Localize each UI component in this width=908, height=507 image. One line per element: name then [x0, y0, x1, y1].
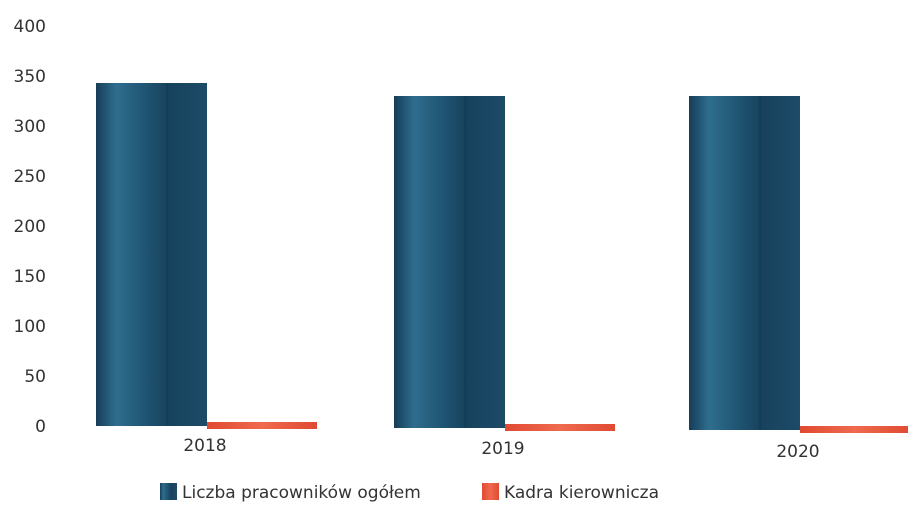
- y-tick-label: 250: [14, 167, 46, 187]
- legend-label: Liczba pracowników ogółem: [182, 483, 421, 503]
- y-tick-label: 350: [14, 67, 46, 87]
- legend: Liczba pracowników ogółem Kadra kierownic…: [160, 483, 659, 503]
- x-tick-label: 2020: [776, 442, 819, 462]
- legend-label: Kadra kierownicza: [504, 483, 659, 503]
- y-tick-label: 200: [14, 217, 46, 237]
- bars: [96, 83, 908, 433]
- x-axis: 2018 2019 2020: [183, 436, 819, 462]
- y-tick-label: 400: [14, 17, 46, 37]
- bar-liczba-pracownikow-2018: [96, 83, 207, 426]
- y-tick-label: 150: [14, 267, 46, 287]
- y-tick-label: 50: [24, 367, 46, 387]
- y-tick-label: 300: [14, 117, 46, 137]
- y-tick-label: 100: [14, 317, 46, 337]
- bar-kadra-kierownicza-2019: [505, 424, 615, 431]
- bar-liczba-pracownikow-2019: [394, 96, 505, 428]
- y-axis: 0 50 100 150 200 250 300 350 400: [14, 17, 46, 437]
- legend-swatch-kadra: [482, 483, 499, 500]
- x-tick-label: 2018: [183, 436, 226, 456]
- bar-kadra-kierownicza-2020: [800, 426, 908, 433]
- bar-liczba-pracownikow-2020: [689, 96, 800, 430]
- x-tick-label: 2019: [481, 439, 524, 459]
- bar-kadra-kierownicza-2018: [207, 422, 317, 429]
- legend-swatch-liczba: [160, 483, 177, 500]
- y-tick-label: 0: [35, 417, 46, 437]
